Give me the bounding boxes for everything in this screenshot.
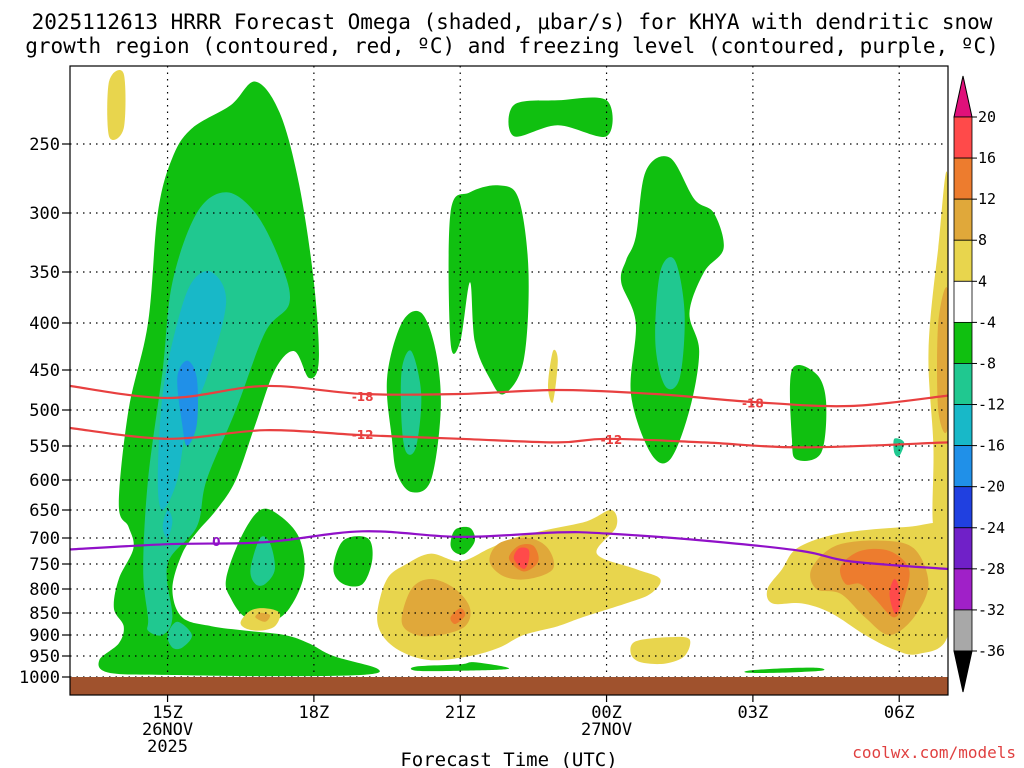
omega-region--8-5: [450, 526, 476, 555]
y-tick-label-250: 250: [29, 135, 60, 155]
temperature-contours: -18 -18 -12 -12 0: [70, 384, 948, 571]
colorbar-swatch-4: [953, 280, 973, 323]
y-tick-label-500: 500: [29, 401, 60, 421]
x-tick-label-21Z: 21Z: [445, 703, 476, 723]
y-tick-label-700: 700: [29, 529, 60, 549]
omega-region--8-8: [789, 365, 827, 461]
y-tick-label-350: 350: [29, 263, 60, 283]
colorbar-swatch-8: [953, 445, 973, 488]
colorbar-label--8: -8: [978, 354, 996, 372]
colorbar-swatch-11: [953, 568, 973, 611]
isotherm-label--12: -12: [601, 433, 623, 447]
colorbar-label--36: -36: [978, 642, 1005, 660]
colorbar-swatch-12: [953, 609, 973, 652]
y-tick-label-750: 750: [29, 555, 60, 575]
y-tick-label-1000: 1000: [19, 668, 60, 688]
y-tick-label-800: 800: [29, 580, 60, 600]
y-tick-label-850: 850: [29, 604, 60, 624]
colorbar-swatch-7: [953, 404, 973, 447]
y-tick-label-400: 400: [29, 314, 60, 334]
pressure-gridlines: [70, 66, 948, 678]
omega-region-4-21: [107, 70, 126, 140]
y-tick-label-950: 950: [29, 647, 60, 667]
omega-region--8-2: [333, 536, 373, 587]
colorbar-swatch-9: [953, 486, 973, 529]
omega-region--8-6: [508, 97, 613, 137]
omega-region--12-11: [143, 192, 291, 636]
y-tick-label-300: 300: [29, 204, 60, 224]
omega-region--12-36: [893, 438, 905, 457]
omega-region--8-10: [744, 667, 825, 674]
colorbar-label--20: -20: [978, 478, 1005, 496]
omega-region--12-14: [655, 257, 685, 390]
y-axis: 2503003504004505005506006507007508008509…: [19, 135, 70, 688]
colorbar-label-12: 12: [978, 190, 996, 208]
isotherm-label-0: 0: [212, 535, 220, 549]
colorbar-label-8: 8: [978, 231, 987, 249]
colorbar-swatch-0: [953, 116, 973, 159]
x-tick-label-2025: 2025: [147, 737, 188, 757]
chart-title-line-2: growth region (contoured, red, ºC) and f…: [25, 34, 999, 58]
y-tick-label-900: 900: [29, 626, 60, 646]
x-tick-label-00Z: 00Z: [591, 703, 622, 723]
x-tick-label-26NOV: 26NOV: [142, 720, 193, 740]
colorbar-label--12: -12: [978, 396, 1005, 414]
colorbar-swatch-10: [953, 527, 973, 570]
y-tick-label-650: 650: [29, 501, 60, 521]
colorbar-label-4: 4: [978, 272, 987, 290]
colorbar-label--4: -4: [978, 313, 996, 331]
colorbar-label-16: 16: [978, 149, 996, 167]
isotherm-label--12: -12: [352, 428, 374, 442]
colorbar-label--24: -24: [978, 519, 1005, 537]
x-tick-label-03Z: 03Z: [738, 703, 769, 723]
colorbar-label-20: 20: [978, 108, 996, 126]
colorbar-label--16: -16: [978, 437, 1005, 455]
y-tick-label-600: 600: [29, 471, 60, 491]
colorbar-label--32: -32: [978, 601, 1005, 619]
isotherm-line--18: [70, 384, 948, 408]
site-credit: coolwx.com/models: [852, 743, 1016, 762]
colorbar-swatch-2: [953, 198, 973, 241]
x-tick-label-18Z: 18Z: [299, 703, 330, 723]
isotherm-line--12: [70, 426, 948, 449]
omega-region-4-23: [630, 636, 691, 665]
omega-region--8-4: [448, 185, 529, 395]
omega-region--8-9: [410, 662, 510, 672]
omega-region--12-12: [250, 536, 276, 586]
chart-title-line-1: 2025112613 HRRR Forecast Omega (shaded, …: [32, 10, 993, 34]
colorbar-swatch-5: [953, 321, 973, 364]
colorbar-swatch-6: [953, 363, 973, 405]
isotherm-line-0: [70, 530, 948, 571]
ground-surface: [70, 677, 948, 695]
colorbar-swatch-3: [953, 239, 973, 282]
isotherm-label--18: -18: [742, 397, 764, 411]
y-tick-label-450: 450: [29, 361, 60, 381]
x-tick-label-27NOV: 27NOV: [581, 720, 632, 740]
omega-region-16-35: [889, 578, 900, 614]
omega-region--20-18: [177, 360, 198, 446]
omega-region-12-31: [450, 608, 466, 625]
colorbar-label--28: -28: [978, 560, 1005, 578]
colorbar-bottom-arrow: [953, 650, 973, 693]
omega-region-4-22: [548, 349, 558, 403]
omega-region-8-28: [255, 612, 271, 622]
x-tick-label-06Z: 06Z: [884, 703, 915, 723]
x-axis-label: Forecast Time (UTC): [400, 749, 617, 768]
colorbar-top-arrow: [953, 75, 973, 118]
x-tick-label-15Z: 15Z: [152, 703, 183, 723]
omega-region--12-13: [400, 350, 422, 455]
omega-region--16-17: [162, 509, 173, 539]
omega-shading: [98, 70, 948, 677]
colorbar: 20 16 12 8 4 -4 -8 -12 -16 -20 -24 -28 -32 -36: [953, 75, 1005, 693]
isotherm-label--18: -18: [352, 390, 374, 404]
colorbar-swatch-1: [953, 157, 973, 200]
y-tick-label-550: 550: [29, 437, 60, 457]
plot-frame: [69, 65, 949, 696]
omega-region--12-15: [167, 621, 192, 650]
